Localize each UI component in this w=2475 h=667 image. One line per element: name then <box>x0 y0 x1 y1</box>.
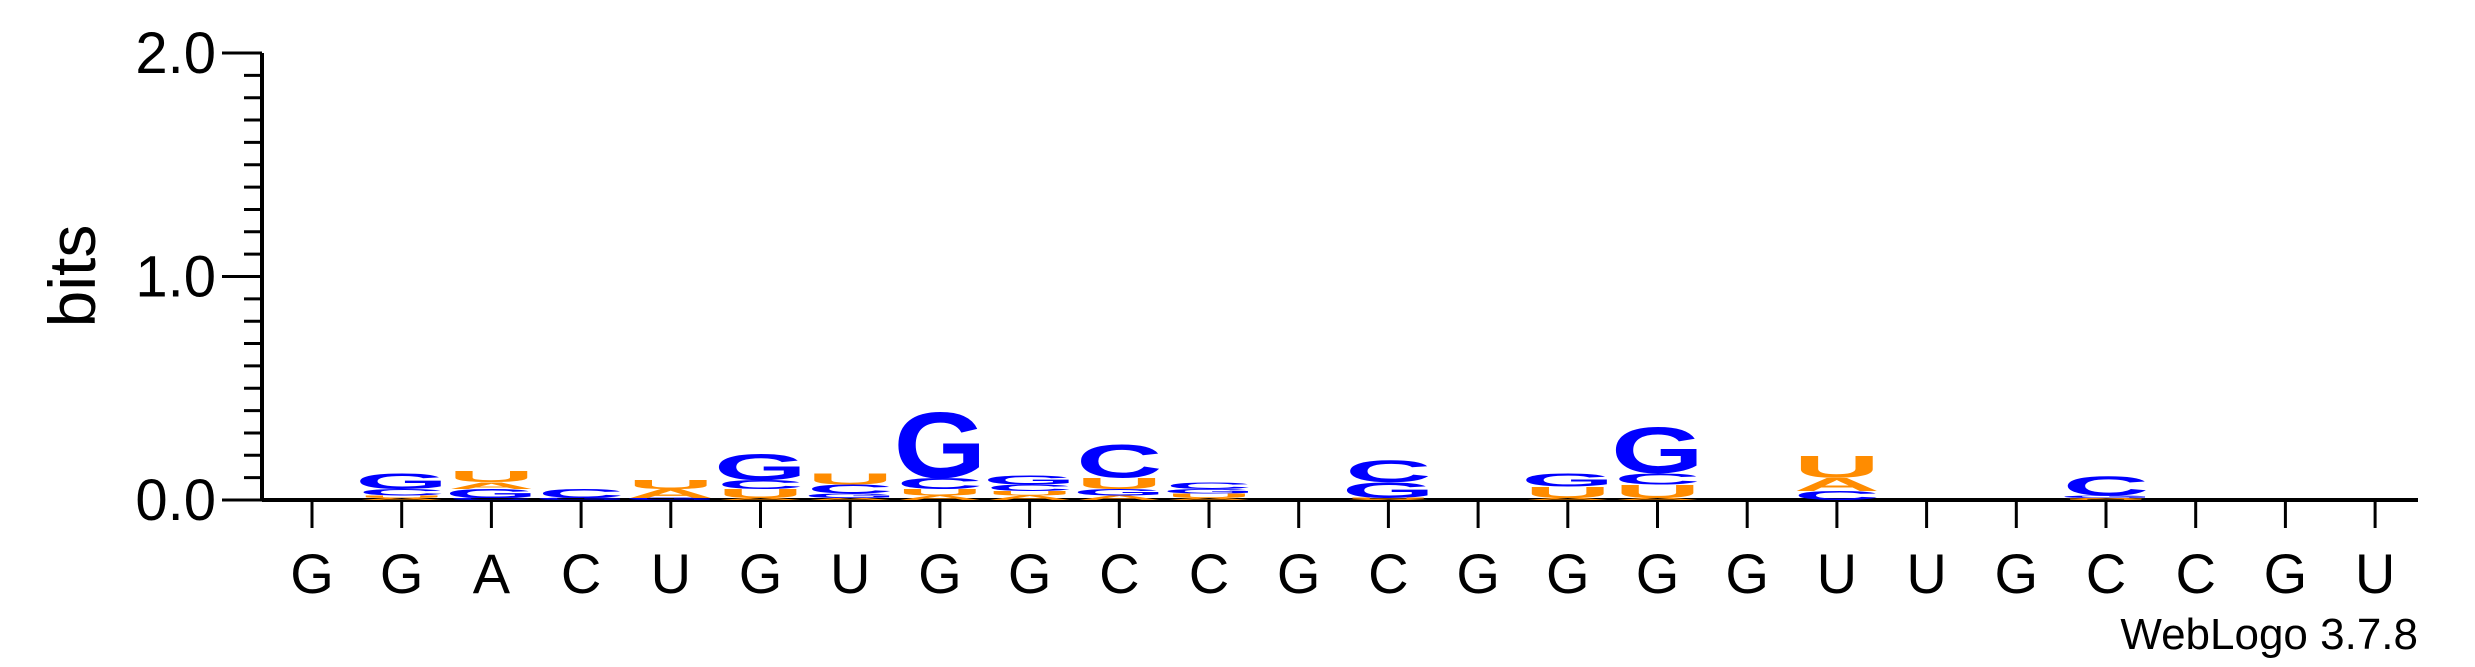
logo-letter-C: C <box>1614 470 1700 487</box>
logo-letter-G: G <box>355 469 448 493</box>
logo-letter-C: C <box>717 478 803 492</box>
logo-letter-U: U <box>897 487 983 498</box>
logo-letter-A: A <box>1794 474 1880 495</box>
x-tick-label: C <box>2175 542 2215 605</box>
x-tick-label: G <box>1725 542 1769 605</box>
logo-letter-C: C <box>1794 489 1880 503</box>
logo-letter-A: A <box>897 494 983 501</box>
x-tick-label: G <box>380 542 424 605</box>
y-tick-label: 1.0 <box>135 245 216 310</box>
logo-letter-U: U <box>717 486 803 500</box>
x-tick-label: C <box>561 542 601 605</box>
logo-letter-A: A <box>359 497 445 500</box>
logo-letter-U: U <box>2063 499 2149 501</box>
logo-letter-C: C <box>897 475 983 492</box>
x-tick-label: U <box>2355 542 2395 605</box>
logo-letter-G: G <box>535 497 628 500</box>
x-tick-label: G <box>1277 542 1321 605</box>
logo-letter-U: U <box>359 495 445 498</box>
logo-letter-C: C <box>807 482 893 496</box>
x-tick-label: U <box>651 542 691 605</box>
logo-letter-G: G <box>1611 415 1704 488</box>
logo-letter-A: A <box>807 497 893 500</box>
logo-letter-A: A <box>1076 494 1162 501</box>
x-tick-label: G <box>1995 542 2039 605</box>
logo-letter-C: C <box>1076 436 1162 488</box>
logo-letter-C: C <box>359 487 445 498</box>
logo-letter-C: C <box>538 486 624 500</box>
x-tick-label: G <box>739 542 783 605</box>
x-tick-label: G <box>1546 542 1590 605</box>
logo-letter-U: U <box>807 470 893 487</box>
x-tick-label: U <box>1906 542 1946 605</box>
logo-letter-A: A <box>1166 497 1252 500</box>
logo-letter-G: G <box>624 497 717 500</box>
logo-letter-G: G <box>804 492 897 499</box>
x-tick-label: A <box>473 542 511 605</box>
logo-letter-U: U <box>1794 450 1880 485</box>
x-tick-label: C <box>1099 542 1139 605</box>
x-tick-label: G <box>918 542 962 605</box>
y-tick-label: 0.0 <box>135 468 216 533</box>
logo-letter-G: G <box>2060 495 2153 498</box>
logo-letter-C: C <box>448 497 534 500</box>
x-tick-label: C <box>1368 542 1408 605</box>
x-tick-label: G <box>2264 542 2308 605</box>
logo-letter-A: A <box>986 494 1072 501</box>
logo-letter-U: U <box>986 490 1072 497</box>
logo-letter-A: A <box>717 497 803 500</box>
y-axis-label: bits <box>35 225 109 328</box>
logo-letter-U: U <box>628 478 714 492</box>
logo-letter-A: A <box>1525 497 1611 500</box>
logo-letter-G: G <box>1073 487 1166 498</box>
logo-letter-G: G <box>893 393 986 498</box>
logo-letter-C: C <box>1345 454 1431 489</box>
logo-letter-A: A <box>1614 497 1700 500</box>
x-tick-label: C <box>1189 542 1229 605</box>
logo-letter-C: C <box>2063 470 2149 501</box>
x-tick-label: U <box>1817 542 1857 605</box>
logo-letter-U: U <box>1614 481 1700 502</box>
logo-letter-G: G <box>983 473 1076 487</box>
logo-letter-U: U <box>1345 497 1431 499</box>
logo-letter-G: G <box>714 446 807 488</box>
y-tick-label: 2.0 <box>135 21 216 86</box>
logo-letter-C: C <box>986 483 1072 494</box>
logo-letter-A: A <box>448 480 534 491</box>
axes: 0.01.02.0G G A C U G U G G C C G C G G G G U U G C C G U <box>135 21 2418 605</box>
logo-letter-U: U <box>1525 484 1611 501</box>
x-tick-label: G <box>1636 542 1680 605</box>
logo-letter-A: A <box>2063 497 2149 499</box>
logo-letter-A: A <box>628 486 714 500</box>
x-tick-label: C <box>2086 542 2126 605</box>
x-tick-label: G <box>290 542 334 605</box>
logo-letter-G: G <box>1163 488 1256 495</box>
logo-letter-G: G <box>1342 478 1435 502</box>
x-tick-label: G <box>1008 542 1052 605</box>
logo-letter-U: U <box>1076 475 1162 492</box>
logo-letter-G: G <box>1521 470 1614 491</box>
credit-label: WebLogo 3.7.8 <box>2120 610 2418 659</box>
logo-letter-C: C <box>1166 480 1252 491</box>
x-tick-label: U <box>830 542 870 605</box>
logo-letter-A: A <box>1345 499 1431 501</box>
logo-letter-U: U <box>1166 492 1252 499</box>
logo-letter-U: U <box>448 468 534 485</box>
logo-letter-G: G <box>445 486 538 500</box>
x-tick-label: G <box>1456 542 1500 605</box>
